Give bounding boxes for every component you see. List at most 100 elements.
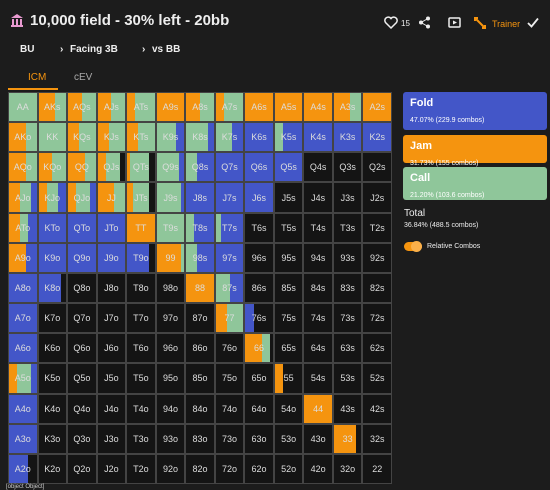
hand-cell[interactable]: K5s [273, 122, 304, 153]
hand-cell[interactable]: 83s [332, 272, 363, 304]
hand-cell[interactable]: 96s [244, 242, 274, 273]
hand-cell[interactable]: K9o [37, 242, 68, 273]
hand-cell[interactable]: 94o [155, 393, 186, 424]
hand-cell[interactable]: J3s [332, 182, 363, 213]
hand-cell[interactable]: 96o [155, 333, 186, 364]
hand-cell[interactable]: J4o [96, 393, 127, 424]
hand-cell[interactable]: AKo [8, 122, 38, 153]
hand-cell[interactable]: A6s [244, 92, 274, 123]
hand-cell[interactable]: 62o [244, 453, 274, 484]
hand-cell[interactable]: 86o [185, 333, 215, 364]
hand-cell[interactable]: A8s [185, 92, 215, 123]
hand-cell[interactable]: J2s [362, 182, 392, 213]
hand-cell[interactable]: 22 [362, 453, 392, 484]
hand-cell[interactable]: J8o [96, 272, 127, 304]
hand-cell[interactable]: K8s [185, 122, 215, 153]
hand-cell[interactable]: T6s [244, 212, 274, 243]
hand-cell[interactable]: 99 [155, 242, 186, 273]
hand-cell[interactable]: 95o [155, 363, 186, 394]
hand-cell[interactable]: 55 [273, 363, 304, 394]
hand-cell[interactable]: Q4o [67, 393, 97, 424]
hand-cell[interactable]: K8o [37, 272, 68, 304]
hand-cell[interactable]: QQ [67, 152, 97, 183]
hand-cell[interactable]: J5s [273, 182, 304, 213]
hand-cell[interactable]: AJs [96, 92, 127, 123]
legend-box[interactable]: Fold 47.07% (229.9 combos) [403, 92, 547, 130]
hand-cell[interactable]: 84s [303, 272, 333, 304]
trainer-icon[interactable] [473, 16, 487, 30]
hand-cell[interactable]: 97s [214, 242, 245, 273]
hand-cell[interactable]: Q8s [185, 152, 215, 183]
hand-cell[interactable]: 52o [273, 453, 304, 484]
hand-cell[interactable]: 54o [273, 393, 304, 424]
hand-cell[interactable]: A5o [8, 363, 38, 394]
hand-cell[interactable]: Q6s [244, 152, 274, 183]
hand-cell[interactable]: Q7s [214, 152, 245, 183]
hand-cell[interactable]: KTo [37, 212, 68, 243]
hand-cell[interactable]: K9s [155, 122, 186, 153]
hand-cell[interactable]: J7o [96, 303, 127, 334]
hand-cell[interactable]: Q9s [155, 152, 186, 183]
hand-cell[interactable]: KJs [96, 122, 127, 153]
hand-cell[interactable]: KTs [126, 122, 156, 153]
hand-cell[interactable]: T9o [126, 242, 156, 273]
hand-cell[interactable]: A2o [8, 453, 38, 484]
hand-cell[interactable]: 94s [303, 242, 333, 273]
hand-cell[interactable]: K6o [37, 333, 68, 364]
hand-cell[interactable]: T3s [332, 212, 363, 243]
hand-cell[interactable]: 63o [244, 423, 274, 454]
hand-cell[interactable]: QTo [67, 212, 97, 243]
hand-cell[interactable]: KJo [37, 182, 68, 213]
hand-cell[interactable]: KQo [37, 152, 68, 183]
hand-cell[interactable]: 73s [332, 303, 363, 334]
hand-cell[interactable]: A7s [214, 92, 245, 123]
hand-cell[interactable]: K6s [244, 122, 274, 153]
nav-action[interactable]: Facing 3B [70, 44, 118, 55]
hand-cell[interactable]: T2o [126, 453, 156, 484]
hand-cell[interactable]: 62s [362, 333, 392, 364]
hand-cell[interactable]: J3o [96, 423, 127, 454]
hand-cell[interactable]: A4o [8, 393, 38, 424]
hand-cell[interactable]: AJo [8, 182, 38, 213]
hand-cell[interactable]: Q2o [67, 453, 97, 484]
hand-cell[interactable]: 73o [214, 423, 245, 454]
hand-cell[interactable]: 87o [185, 303, 215, 334]
hand-cell[interactable]: A7o [8, 303, 38, 334]
hand-cell[interactable]: Q3s [332, 152, 363, 183]
hand-cell[interactable]: 44 [303, 393, 333, 424]
hand-cell[interactable]: 86s [244, 272, 274, 304]
hand-cell[interactable]: A3o [8, 423, 38, 454]
hand-cell[interactable]: A2s [362, 92, 392, 123]
hand-cell[interactable]: 32s [362, 423, 392, 454]
hand-cell[interactable]: Q3o [67, 423, 97, 454]
hand-cell[interactable]: TT [126, 212, 156, 243]
legend-box[interactable]: Jam 31.73% (155 combos) [403, 135, 547, 167]
hand-cell[interactable]: KQs [67, 122, 97, 153]
hand-cell[interactable]: A4s [303, 92, 333, 123]
hand-cell[interactable]: K4s [303, 122, 333, 153]
hand-cell[interactable]: 76o [214, 333, 245, 364]
hand-cell[interactable]: 72s [362, 303, 392, 334]
toggle[interactable] [404, 241, 422, 252]
hand-cell[interactable]: 54s [303, 363, 333, 394]
hand-cell[interactable]: 77 [214, 303, 245, 334]
hand-cell[interactable]: 43s [332, 393, 363, 424]
hand-cell[interactable]: 33 [332, 423, 363, 454]
hand-cell[interactable]: K7o [37, 303, 68, 334]
hand-cell[interactable]: K7s [214, 122, 245, 153]
hand-cell[interactable]: A6o [8, 333, 38, 364]
hand-cell[interactable]: K3s [332, 122, 363, 153]
hand-cell[interactable]: J9o [96, 242, 127, 273]
hand-cell[interactable]: 52s [362, 363, 392, 394]
hand-cell[interactable]: A8o [8, 272, 38, 304]
tab[interactable]: cEV [74, 72, 93, 83]
hand-cell[interactable]: AKs [37, 92, 68, 123]
like-icon[interactable] [384, 16, 398, 29]
hand-cell[interactable]: T6o [126, 333, 156, 364]
hand-cell[interactable]: 92s [362, 242, 392, 273]
hand-cell[interactable]: Q9o [67, 242, 97, 273]
hand-cell[interactable]: J7s [214, 182, 245, 213]
hand-cell[interactable]: 74s [303, 303, 333, 334]
hand-cell[interactable]: J5o [96, 363, 127, 394]
hand-cell[interactable]: 98s [185, 242, 215, 273]
